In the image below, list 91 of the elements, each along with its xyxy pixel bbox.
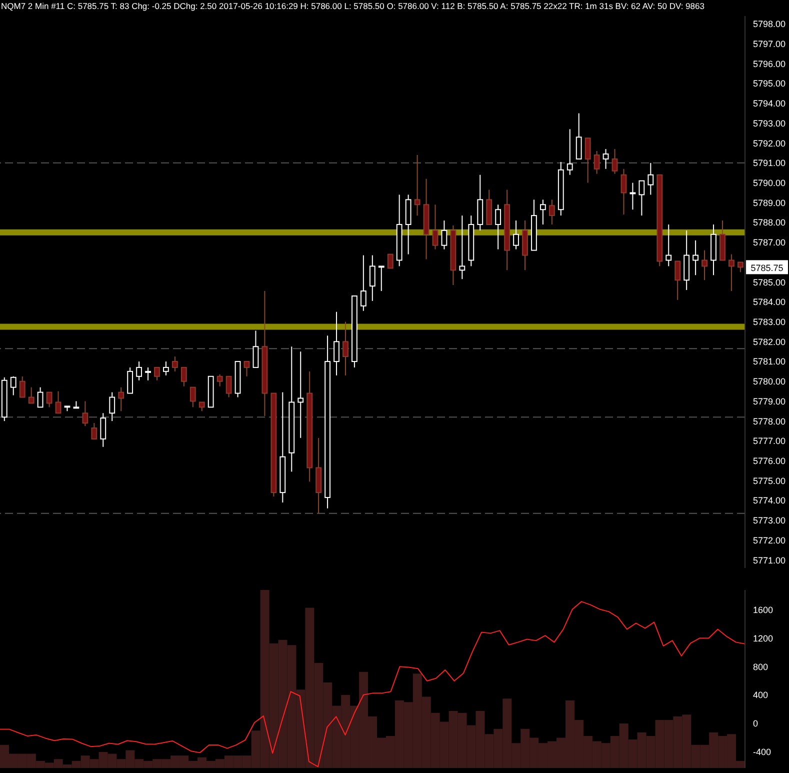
y-tick-label: 5771.00	[753, 555, 786, 566]
y-tick-label: -400	[753, 746, 772, 757]
candlestick	[244, 360, 250, 377]
candlestick	[91, 422, 98, 440]
candlestick	[10, 376, 16, 396]
candlestick	[638, 180, 645, 216]
candlestick	[548, 199, 555, 225]
y-tick-label: 5779.00	[753, 396, 786, 406]
candlestick	[216, 374, 223, 387]
candlestick	[702, 250, 708, 281]
y-tick-label: 5788.00	[753, 218, 786, 228]
candlestick	[226, 376, 232, 398]
candlestick	[692, 240, 698, 276]
candlestick	[37, 386, 44, 408]
candlestick	[612, 148, 618, 174]
y-tick-label: 5789.00	[753, 198, 786, 208]
y-tick-label: 5780.00	[753, 376, 786, 387]
y-tick-label: 5775.00	[753, 476, 786, 486]
y-tick-label: 5785.00	[753, 277, 786, 288]
candlestick	[495, 204, 502, 250]
y-tick-label: 5793.00	[753, 118, 786, 128]
candlestick	[46, 392, 52, 408]
y-tick-label: 5782.00	[753, 336, 786, 347]
candlestick	[252, 330, 259, 368]
candlestick	[584, 138, 591, 184]
candlestick	[674, 260, 681, 300]
candlestick	[190, 386, 196, 408]
candlestick	[127, 366, 134, 394]
text: NQM7 2 Min #11 C: 5785.75 T: 83 Chg: -0.25 DChg: 2.50 2017-05-26 10:16:29 H: 5786.00 L: 5785.50 O: 5786.00 V: 112 B: 5785.50 A: 5785.75 22x22 TR: 1m 31s BV: 62 AV: 50 DV: 9863	[1, 1, 704, 11]
candlestick	[172, 356, 178, 372]
y-tick-label: 5795.00	[753, 78, 786, 89]
candlestick	[540, 199, 546, 225]
y-tick-label: 5791.00	[753, 158, 786, 168]
candlestick	[28, 386, 34, 404]
candlestick	[378, 266, 384, 292]
candlestick	[145, 366, 151, 381]
y-tick-label: 1600	[753, 605, 774, 616]
candlestick	[118, 386, 124, 412]
candlestick	[100, 412, 106, 448]
candlestick	[414, 154, 420, 216]
y-tick-label: 5774.00	[753, 496, 786, 506]
candlestick	[136, 360, 142, 381]
candlestick	[369, 254, 376, 302]
candlestick	[432, 204, 438, 250]
candlestick	[342, 321, 348, 376]
candlestick	[334, 311, 340, 376]
y-tick-label: 0	[753, 718, 758, 729]
candlestick	[298, 351, 304, 438]
candlestick	[387, 254, 394, 269]
candlestick	[154, 366, 160, 381]
y-tick-label: 5798.00	[753, 19, 786, 30]
candlestick	[109, 392, 116, 422]
annotation: 5785.75	[750, 263, 784, 274]
y-tick-label: 5773.00	[753, 516, 786, 526]
y-tick-label: 400	[753, 690, 768, 700]
candlestick	[513, 220, 519, 250]
y-tick-label: 5792.00	[753, 138, 786, 148]
candlestick	[441, 220, 448, 250]
candlestick	[180, 366, 187, 387]
candlestick	[737, 262, 744, 273]
candlestick	[666, 224, 672, 267]
candlestick	[19, 376, 26, 398]
candlestick	[73, 400, 80, 409]
y-tick-label: 5797.00	[753, 38, 786, 49]
candlestick	[360, 254, 366, 312]
candlestick	[594, 150, 600, 174]
candlestick	[576, 112, 582, 160]
y-tick-label: 5778.00	[753, 416, 786, 426]
candlestick	[648, 162, 654, 196]
y-tick-label: 5783.00	[753, 316, 786, 327]
y-tick-label: 5794.00	[753, 98, 786, 109]
candlestick	[630, 182, 636, 210]
y-tick-label: 5787.00	[753, 238, 786, 248]
candlestick	[566, 128, 573, 176]
candlestick	[602, 148, 609, 170]
candlestick	[82, 400, 88, 427]
candlestick	[163, 360, 169, 376]
y-tick-label: 1200	[753, 633, 774, 644]
y-tick-label: 5790.00	[753, 178, 786, 188]
y-tick-label: 5781.00	[753, 356, 786, 367]
y-tick-label: 5784.00	[753, 297, 786, 308]
line-series	[0, 601, 746, 768]
y-tick-label: 5776.00	[753, 456, 786, 466]
y-tick-label: 5772.00	[753, 535, 786, 546]
y-tick-label: 800	[753, 662, 768, 672]
candlestick	[459, 215, 466, 280]
y-tick-label: 5777.00	[753, 436, 786, 446]
candlestick	[620, 168, 627, 216]
candlestick	[728, 254, 734, 292]
y-tick-label: 5796.00	[753, 58, 786, 69]
candlestick	[55, 390, 62, 414]
